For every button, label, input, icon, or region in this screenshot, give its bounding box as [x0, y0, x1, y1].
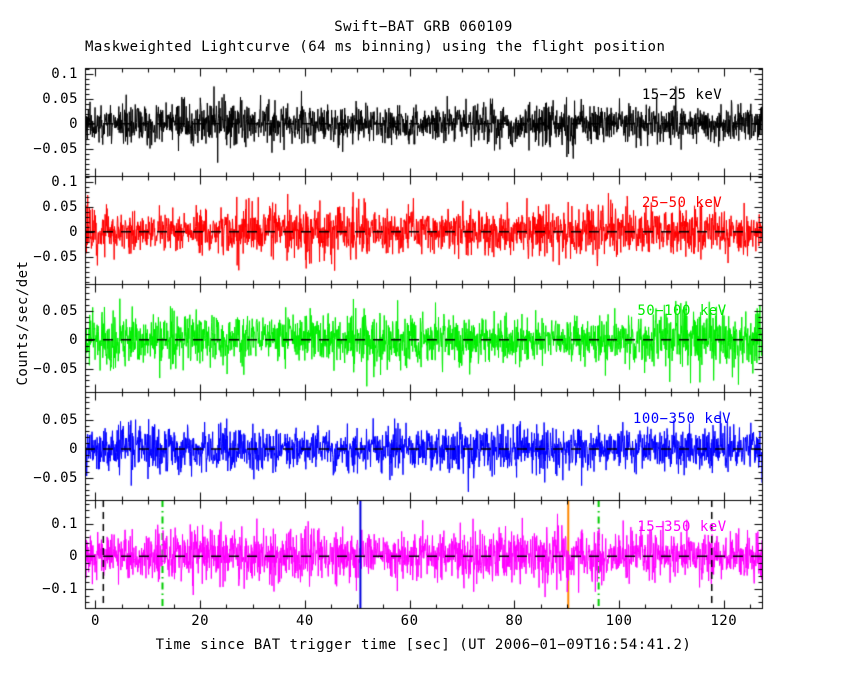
energy-band-label: 15−350 keV	[637, 519, 727, 535]
plot-title: Swift−BAT GRB 060109	[334, 19, 513, 35]
x-tick-label: 100	[605, 613, 633, 629]
y-tick-label: 0.05	[42, 302, 78, 319]
x-tick-label: 60	[400, 613, 419, 629]
y-tick-label: −0.05	[33, 360, 78, 377]
y-tick-label: 0.1	[51, 173, 78, 190]
y-tick-label: −0.05	[33, 469, 78, 486]
y-tick-label: −0.1	[42, 581, 78, 598]
energy-band-label: 25−50 keV	[641, 195, 723, 211]
y-tick-label: 0.05	[42, 411, 78, 428]
x-tick-label: 120	[710, 613, 738, 629]
y-tick-label: 0.1	[51, 65, 78, 82]
x-tick-label: 80	[505, 613, 524, 629]
y-tick-label: 0	[69, 115, 78, 132]
energy-band-label: 50−100 keV	[637, 303, 727, 319]
y-tick-label: −0.05	[33, 248, 78, 265]
x-tick-label: 20	[191, 613, 210, 629]
y-tick-label: 0	[69, 331, 78, 348]
y-tick-label: 0	[69, 548, 78, 565]
y-tick-label: 0.05	[42, 198, 78, 215]
plot-subtitle: Maskweighted Lightcurve (64 ms binning) …	[85, 39, 666, 55]
x-tick-label: 0	[91, 613, 100, 629]
x-tick-label: 40	[295, 613, 314, 629]
y-tick-label: 0.05	[42, 90, 78, 107]
y-tick-label: 0	[69, 223, 78, 240]
x-axis-label: Time since BAT trigger time [sec] (UT 20…	[155, 637, 692, 653]
y-tick-label: 0.1	[51, 515, 78, 532]
y-tick-label: 0	[69, 440, 78, 457]
energy-band-label: 100−350 keV	[632, 411, 732, 427]
energy-band-label: 15−25 keV	[641, 87, 723, 103]
y-tick-label: −0.05	[33, 140, 78, 157]
